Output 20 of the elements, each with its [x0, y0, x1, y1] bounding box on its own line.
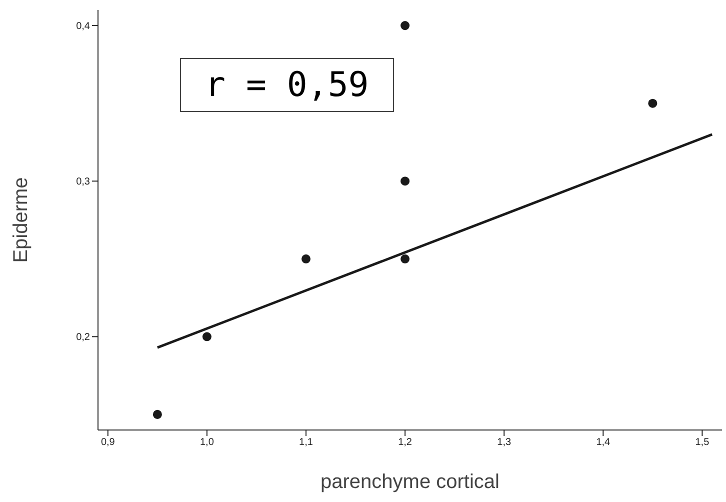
x-tick-label: 0,9 — [100, 437, 116, 448]
x-tick-label: 1,4 — [596, 437, 611, 448]
x-axis-title: parenchyme cortical — [320, 471, 500, 493]
x-tick-label: 1,2 — [398, 437, 412, 448]
point — [648, 98, 658, 108]
x-tick-label: 1,3 — [497, 437, 512, 448]
y-tick-label: 0,4 — [76, 21, 90, 32]
point — [202, 332, 212, 342]
x-tick-label: 1,5 — [695, 437, 710, 448]
y-tick-label: 0,2 — [76, 332, 90, 344]
point — [400, 21, 410, 30]
annotation: r = 0,59 — [180, 58, 394, 112]
y-axis-title: Epiderme — [10, 177, 32, 263]
point — [400, 254, 410, 264]
point — [301, 254, 311, 264]
x-tick-label: 1,1 — [299, 437, 314, 448]
point — [400, 176, 410, 186]
x-tick-label: 1,0 — [200, 437, 214, 448]
point — [152, 410, 162, 419]
y-tick-label: 0,3 — [76, 176, 90, 188]
